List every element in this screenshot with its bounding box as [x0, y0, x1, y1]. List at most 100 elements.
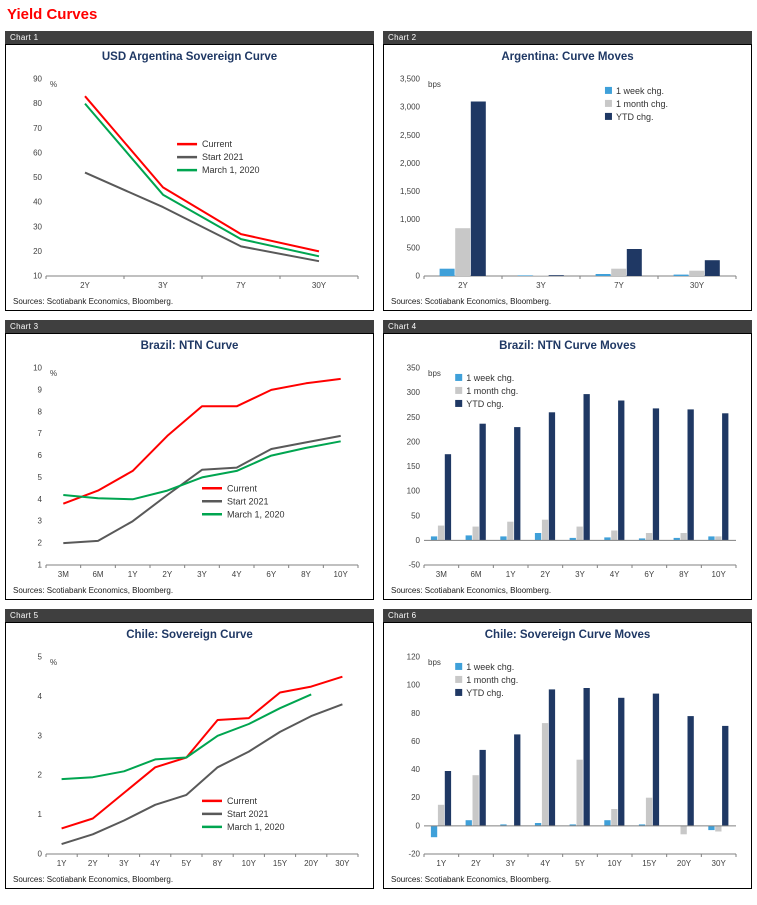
- y-tick-label: 7: [38, 429, 43, 438]
- bar-ytd: [514, 734, 521, 826]
- bar-week: [673, 274, 689, 276]
- axis-unit-label: bps: [428, 80, 441, 89]
- bar-month: [437, 804, 445, 826]
- y-tick-label: 120: [407, 653, 421, 662]
- x-tick-label: 4Y: [540, 859, 550, 868]
- y-tick-label: 20: [411, 793, 420, 802]
- y-tick-label: 80: [411, 709, 420, 718]
- legend-label: 1 month chg.: [616, 99, 668, 109]
- series-line-start_2021: [61, 703, 343, 846]
- y-tick-label: 500: [407, 243, 421, 252]
- y-tick-label: 60: [33, 148, 42, 157]
- chart-canvas: 0 500 1,000 1,500 2,000 2,500 3,000 3,500 2Y 3Y 7Y…: [400, 75, 737, 290]
- x-tick-label: 3Y: [575, 570, 585, 579]
- x-tick-label: 3Y: [197, 570, 207, 579]
- y-tick-label: 80: [33, 99, 42, 108]
- x-tick-label: 20Y: [304, 859, 319, 868]
- y-tick-label: 3,500: [400, 75, 421, 84]
- legend-label: Current: [227, 796, 258, 806]
- bar-ytd: [652, 693, 660, 826]
- legend-label: YTD chg.: [466, 688, 504, 698]
- chart-box: Brazil: NTN Curve Moves -50 0 50 100 150 200 2…: [383, 333, 752, 600]
- axis-unit-label: bps: [428, 369, 441, 378]
- legend-label: 1 month chg.: [466, 675, 518, 685]
- y-tick-label: 4: [38, 692, 43, 701]
- y-tick-label: -20: [408, 850, 420, 859]
- chart-tab-label: Chart 3: [5, 320, 374, 333]
- bar-ytd: [444, 454, 452, 541]
- series-line-march_2020: [84, 102, 320, 258]
- chart-title: Brazil: NTN Curve: [140, 340, 239, 352]
- series-line-march_2020: [61, 693, 312, 781]
- bar-ytd: [583, 688, 590, 826]
- x-tick-label: 4Y: [610, 570, 620, 579]
- x-tick-label: 7Y: [236, 281, 246, 290]
- x-tick-label: 6Y: [644, 570, 654, 579]
- y-tick-label: 3,000: [400, 103, 421, 112]
- bar-ytd: [722, 413, 729, 541]
- bar-week: [430, 825, 438, 838]
- bar-ytd: [618, 697, 625, 826]
- chart-canvas: -20 0 20 40 60 80 100 120 1Y 2Y 3Y 4Y 5Y 10Y 15Y 20Y 30Y…: [407, 653, 737, 868]
- y-tick-label: 2,500: [400, 131, 421, 140]
- x-tick-label: 2Y: [162, 570, 172, 579]
- x-tick-label: 4Y: [232, 570, 242, 579]
- legend-swatch-week: [604, 86, 612, 94]
- y-tick-label: 3: [38, 731, 43, 740]
- bar-week: [604, 537, 611, 541]
- legend-swatch-month: [455, 675, 463, 683]
- bar-month: [715, 825, 722, 832]
- y-tick-label: 3: [38, 517, 43, 526]
- legend-label: March 1, 2020: [202, 165, 260, 175]
- bar-month: [611, 268, 627, 276]
- y-tick-label: 100: [407, 487, 421, 496]
- y-tick-label: 90: [33, 75, 42, 84]
- bar-ytd: [548, 275, 564, 276]
- legend-label: 1 week chg.: [466, 662, 514, 672]
- x-tick-label: 1Y: [128, 570, 138, 579]
- y-tick-label: 1,000: [400, 215, 421, 224]
- bar-month: [437, 525, 445, 541]
- bar-ytd: [444, 771, 452, 826]
- bar-ytd: [652, 408, 660, 541]
- bar-month: [611, 530, 618, 541]
- x-tick-label: 30Y: [335, 859, 350, 868]
- x-tick-label: 2Y: [80, 281, 90, 290]
- x-tick-label: 3Y: [119, 859, 129, 868]
- y-tick-label: 5: [38, 473, 43, 482]
- x-tick-label: 1Y: [506, 570, 516, 579]
- x-tick-label: 10Y: [608, 859, 623, 868]
- chart-panel-5: Chart 5 Chile: Sovereign Curve 0 1 2 3 4 5 1Y 2…: [5, 609, 374, 889]
- x-tick-label: 20Y: [677, 859, 692, 868]
- x-tick-label: 30Y: [690, 281, 705, 290]
- y-tick-label: 8: [38, 407, 43, 416]
- y-tick-label: 2: [38, 539, 43, 548]
- bar-ytd: [722, 725, 729, 826]
- chart-panel-6: Chart 6 Chile: Sovereign Curve Moves -20…: [383, 609, 752, 889]
- legend-swatch-week: [455, 662, 463, 670]
- chart-tab-label: Chart 4: [383, 320, 752, 333]
- bar-week: [500, 536, 507, 541]
- chart-title: Chile: Sovereign Curve Moves: [484, 629, 651, 641]
- sources-note: Sources: Scotiabank Economics, Bloomberg…: [391, 586, 552, 595]
- bar-week: [500, 824, 507, 826]
- x-tick-label: 3Y: [158, 281, 168, 290]
- chart-title: USD Argentina Sovereign Curve: [101, 51, 278, 63]
- bar-ytd: [704, 260, 720, 276]
- y-tick-label: 300: [407, 388, 421, 397]
- x-tick-label: 5Y: [182, 859, 192, 868]
- bar-week: [534, 533, 542, 541]
- y-tick-label: 40: [33, 198, 42, 207]
- y-tick-label: 1: [38, 810, 43, 819]
- y-tick-label: 350: [407, 364, 421, 373]
- axis-unit-label: %: [50, 369, 57, 378]
- bar-ytd: [548, 689, 556, 826]
- charts-grid: Chart 1 USD Argentina Sovereign Curve 10…: [5, 31, 752, 889]
- chart-canvas: -50 0 50 100 150 200 250 300 350 3M 6M 1Y 2Y 3Y 4Y 6Y 8Y…: [407, 364, 737, 579]
- y-tick-label: 4: [38, 495, 43, 504]
- y-tick-label: 9: [38, 385, 43, 394]
- legend-swatch-ytd: [455, 399, 463, 407]
- x-tick-label: 30Y: [712, 859, 727, 868]
- legend-label: Start 2021: [227, 809, 269, 819]
- x-tick-label: 8Y: [679, 570, 689, 579]
